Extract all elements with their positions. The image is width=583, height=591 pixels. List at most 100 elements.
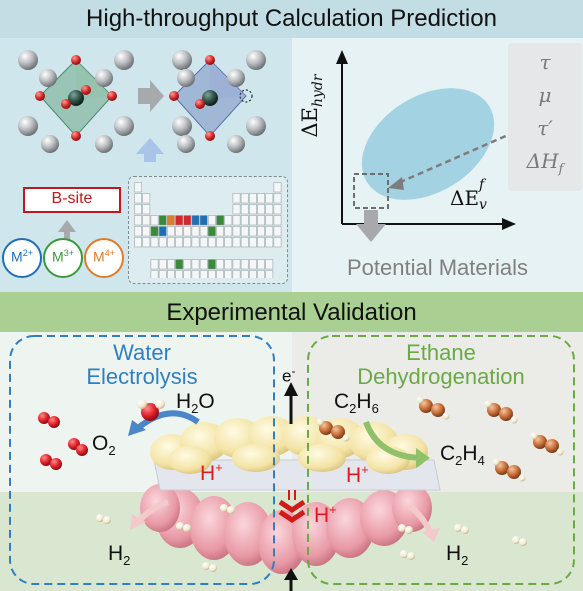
- ethylene-label: C2H4: [440, 442, 485, 469]
- periodic-table-cell: [208, 215, 216, 226]
- periodic-table-cell: [134, 226, 142, 237]
- top-header-band: [0, 0, 583, 38]
- ethane-molecule-1: [316, 418, 350, 442]
- periodic-table-cell: [150, 237, 159, 248]
- hydrogen-molecule-r4: [512, 536, 527, 546]
- periodic-table-cell: [134, 182, 142, 193]
- bottom-header-band: [0, 292, 583, 332]
- periodic-table-cell: [216, 215, 224, 226]
- periodic-table-cell: [257, 270, 265, 278]
- periodic-table-cell: [273, 215, 282, 226]
- perovskite-structures: [18, 50, 266, 240]
- ethane-dehydrogenation-title-line1: Ethane: [406, 340, 476, 365]
- b-site-label: B-site: [51, 190, 93, 207]
- periodic-table-cell: [224, 215, 233, 226]
- hydrogen-label-right: H2: [446, 542, 469, 569]
- periodic-table-cell: [265, 215, 274, 226]
- arrow-up-icon: [136, 138, 164, 162]
- periodic-table-cell: [183, 237, 192, 248]
- periodic-table-cell: [216, 237, 224, 248]
- descriptor-box: [508, 43, 582, 191]
- periodic-table-cell: [199, 270, 208, 278]
- periodic-table-cell: [265, 259, 274, 270]
- result-label: Potential Materials: [347, 255, 528, 280]
- water-label: H2O: [176, 390, 215, 417]
- catalyst-membrane-illustration: [9, 335, 575, 591]
- electron-flow-up-icon: [284, 382, 298, 396]
- periodic-table-cell: [199, 259, 208, 270]
- arrow-up-small-icon: [58, 220, 76, 240]
- periodic-table-cell: [208, 259, 216, 270]
- oxygen-molecule-2: [40, 454, 62, 470]
- periodic-table-cell: [191, 237, 200, 248]
- periodic-table-cell: [273, 226, 282, 237]
- oxygen-vacancy-icon: [239, 89, 253, 103]
- proton-transfer-arrow: [278, 490, 306, 524]
- periodic-table-cell: [240, 259, 249, 270]
- periodic-table-cell: [208, 237, 216, 248]
- periodic-table-cell: [240, 226, 249, 237]
- oxygen-label: O2: [92, 432, 116, 459]
- ethylene-molecule-1: [484, 400, 518, 424]
- periodic-table-cell: [199, 226, 208, 237]
- periodic-table-cell: [175, 226, 183, 237]
- periodic-table-cell: [158, 270, 167, 278]
- hydrogen-molecule-r2: [400, 550, 415, 560]
- y-axis-label: ΔEhydr: [298, 74, 327, 138]
- descriptor-plot: [336, 50, 525, 242]
- proton-label-middle: H+: [346, 462, 369, 487]
- bottom-title: Experimental Validation: [166, 299, 417, 326]
- periodic-table-cell: [273, 237, 282, 248]
- periodic-table-cell: [249, 193, 257, 204]
- oxygen-molecule-3: [68, 438, 88, 456]
- ethylene-molecule-3: [492, 458, 526, 482]
- periodic-table-cell: [249, 259, 257, 270]
- water-oxidation-arrow: [136, 410, 200, 431]
- ethane-dehydrogenation-title-line2: Dehydrogenation: [357, 364, 525, 389]
- ethane-conversion-arrow: [363, 420, 421, 461]
- periodic-table-cell: [224, 237, 233, 248]
- periodic-table-cell: [191, 226, 200, 237]
- h2-evolution-arrow-right: [408, 503, 433, 534]
- cation-m3-circle: [43, 238, 83, 278]
- periodic-table-cell: [183, 270, 192, 278]
- periodic-table-cell: [224, 259, 233, 270]
- periodic-table-cell: [216, 226, 224, 237]
- periodic-table-cell: [257, 237, 265, 248]
- hydrogen-label-left: H2: [108, 542, 131, 569]
- periodic-table-cell: [216, 270, 224, 278]
- electron-label: e-: [282, 364, 296, 386]
- periodic-table-cell: [158, 215, 167, 226]
- cation-m4-label: M4+: [93, 248, 115, 265]
- periodic-table-cell: [134, 215, 142, 226]
- periodic-table-cell: [224, 270, 233, 278]
- periodic-table-cell: [232, 237, 241, 248]
- water-electrolysis-title-line1: Water: [113, 340, 171, 365]
- periodic-table-cell: [142, 226, 151, 237]
- cation-m4-circle: [84, 238, 124, 278]
- periodic-table-cell: [232, 193, 241, 204]
- periodic-table-cell: [232, 215, 241, 226]
- periodic-table-cell: [257, 215, 265, 226]
- periodic-table-cell: [265, 204, 274, 215]
- periodic-table-cell: [249, 237, 257, 248]
- hydrogen-molecule-l4: [202, 562, 217, 572]
- descriptor-tau-prime: τ′: [537, 116, 553, 140]
- periodic-table-cell: [142, 237, 151, 248]
- periodic-table-cell: [167, 237, 175, 248]
- periodic-table: [134, 182, 282, 278]
- descriptor-arrow: [395, 126, 525, 186]
- periodic-table-cell: [134, 193, 142, 204]
- periodic-table-cell: [224, 226, 233, 237]
- periodic-table-cell: [199, 215, 208, 226]
- periodic-table-cell: [232, 226, 241, 237]
- oxygen-molecule-1: [38, 412, 60, 428]
- periodic-table-cell: [175, 215, 183, 226]
- periodic-table-cell: [183, 215, 192, 226]
- periodic-table-cell: [134, 204, 142, 215]
- periodic-table-cell: [232, 204, 241, 215]
- periodic-table-cell: [257, 226, 265, 237]
- b-site-box: [23, 187, 121, 213]
- periodic-table-cell: [183, 226, 192, 237]
- periodic-table-cell: [175, 259, 183, 270]
